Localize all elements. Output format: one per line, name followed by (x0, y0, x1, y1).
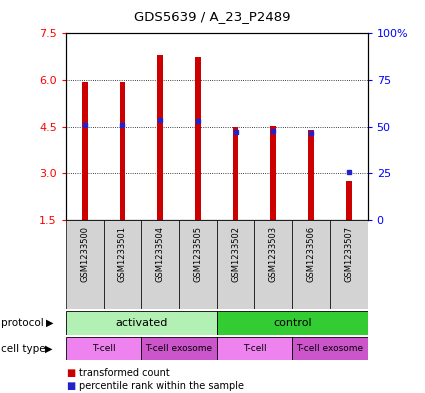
Bar (66, 220, 104, 309)
Bar (157, 55, 163, 220)
Bar (82, 82, 88, 220)
Text: activated: activated (115, 318, 167, 328)
Text: T-cell exosome: T-cell exosome (145, 344, 212, 353)
Bar (330, 220, 368, 309)
Text: T-cell exosome: T-cell exosome (296, 344, 363, 353)
Text: protocol: protocol (1, 318, 44, 328)
Bar (346, 181, 351, 220)
Bar (233, 127, 238, 220)
Bar (66, 337, 141, 360)
Bar (104, 220, 141, 309)
Text: GSM1233505: GSM1233505 (193, 226, 202, 282)
Text: GSM1233507: GSM1233507 (344, 226, 353, 283)
Bar (308, 130, 314, 220)
Bar (179, 220, 217, 309)
Bar (141, 337, 217, 360)
Bar (66, 311, 217, 335)
Text: ■: ■ (66, 381, 75, 391)
Text: GDS5639 / A_23_P2489: GDS5639 / A_23_P2489 (134, 10, 291, 23)
Bar (217, 337, 292, 360)
Text: ▶: ▶ (46, 318, 54, 328)
Text: T-cell: T-cell (92, 344, 116, 353)
Text: control: control (273, 318, 312, 328)
Text: GSM1233503: GSM1233503 (269, 226, 278, 283)
Bar (195, 57, 201, 220)
Text: cell type: cell type (1, 343, 45, 354)
Text: GSM1233500: GSM1233500 (80, 226, 89, 282)
Bar (119, 82, 125, 220)
Bar (292, 337, 368, 360)
Text: ■: ■ (66, 368, 75, 378)
Text: GSM1233504: GSM1233504 (156, 226, 164, 282)
Bar (217, 311, 368, 335)
Text: GSM1233502: GSM1233502 (231, 226, 240, 282)
Text: GSM1233506: GSM1233506 (306, 226, 315, 283)
Text: transformed count: transformed count (79, 368, 170, 378)
Bar (141, 220, 179, 309)
Bar (292, 220, 330, 309)
Text: T-cell: T-cell (243, 344, 266, 353)
Text: GSM1233501: GSM1233501 (118, 226, 127, 282)
Text: percentile rank within the sample: percentile rank within the sample (79, 381, 244, 391)
Bar (255, 220, 292, 309)
Bar (270, 126, 276, 220)
Bar (217, 220, 255, 309)
Text: ▶: ▶ (45, 343, 52, 354)
